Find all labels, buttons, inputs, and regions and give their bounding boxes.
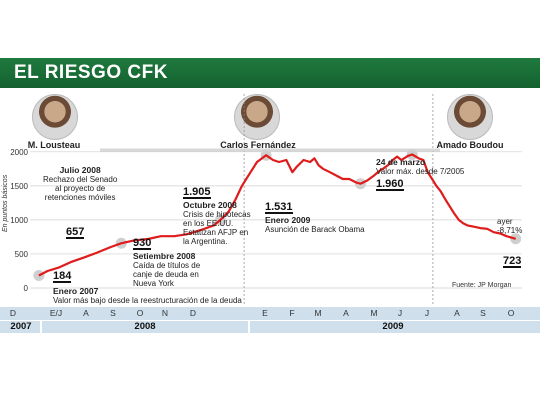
- month-label: O: [136, 308, 144, 318]
- month-label: A: [454, 308, 460, 318]
- portrait-lousteau-icon: [32, 94, 78, 140]
- month-label: A: [83, 308, 89, 318]
- year-label-2007: 2007: [10, 321, 32, 332]
- y-tick-label: 500: [15, 250, 29, 259]
- y-tick-label: 0: [24, 284, 29, 293]
- month-label: A: [343, 308, 349, 318]
- year-band-2007: [0, 321, 40, 333]
- annotation-value-657: 657: [66, 226, 85, 239]
- year-band-2009: [250, 321, 540, 333]
- annotation-text-oct2008: Octubre 2008 Crisis de hipotecas en los EE…: [183, 200, 251, 247]
- annotation-value-930: 930: [133, 237, 152, 250]
- month-label: F: [289, 308, 295, 318]
- annotation-value-1531: 1.531: [265, 201, 293, 214]
- annotation-text-jan2007: Enero 2007 Valor más bajo desde la reestr…: [53, 286, 242, 306]
- person-name-lousteau: M. Lousteau: [27, 140, 81, 150]
- month-label: O: [507, 308, 515, 318]
- person-name-boudou: Amado Boudou: [436, 140, 504, 150]
- month-label: J: [397, 308, 403, 318]
- person-name-fernandez: Carlos Fernández: [220, 140, 296, 150]
- annotation-value-1905: 1.905: [183, 186, 211, 199]
- annotation-value-1960: 1.960: [376, 178, 404, 191]
- month-label: M: [314, 308, 322, 318]
- annotation-text-sep2008: Setiembre 2008 Caída de títulos de canje d…: [133, 251, 201, 289]
- month-label: J: [424, 308, 430, 318]
- month-label: D: [189, 308, 197, 318]
- month-label: S: [480, 308, 486, 318]
- y-tick-label: 1000: [10, 216, 28, 225]
- month-label: E/J: [49, 308, 63, 318]
- series-line: [38, 153, 516, 277]
- y-tick-label: 1500: [10, 182, 28, 191]
- month-label: S: [110, 308, 116, 318]
- month-band: [0, 307, 540, 320]
- month-label: M: [370, 308, 378, 318]
- source-note: Fuente: JP Morgan: [452, 282, 512, 289]
- annotation-text-jan2009: Enero 2009 Asunción de Barack Obama: [265, 215, 365, 235]
- month-label: D: [9, 308, 17, 318]
- page-title: EL RIESGO CFK: [14, 62, 168, 83]
- year-band-2008: [42, 321, 248, 333]
- portrait-fernandez-icon: [234, 94, 280, 140]
- title-bar: EL RIESGO CFK: [0, 58, 540, 88]
- annotation-value-723: 723: [503, 255, 522, 268]
- y-tick-label: 2000: [10, 148, 28, 157]
- month-label: N: [161, 308, 169, 318]
- annotation-value-184: 184: [53, 270, 72, 283]
- annotation-text-mar2009: 24 de marzo Valor máx. desde 7/2005: [376, 157, 465, 177]
- annotation-text-jul2008: Julio 2008 Rechazo del Senado al proyecto …: [43, 165, 118, 203]
- portrait-boudou-icon: [447, 94, 493, 140]
- year-label-2008: 2008: [134, 321, 156, 332]
- month-label: E: [262, 308, 268, 318]
- annotation-text-ayer: ayer -8,71%: [497, 217, 523, 235]
- year-label-2009: 2009: [382, 321, 404, 332]
